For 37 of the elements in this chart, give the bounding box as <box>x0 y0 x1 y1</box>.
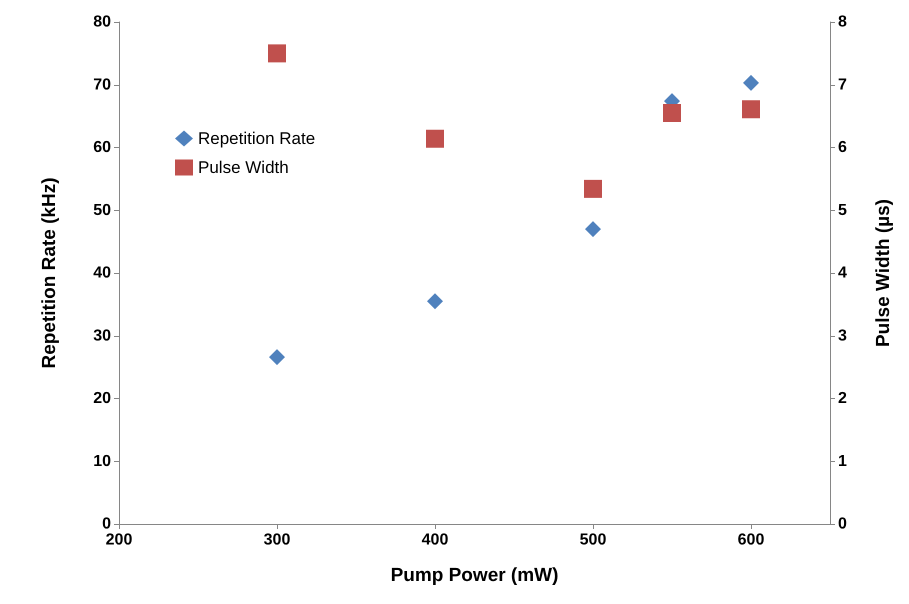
y-tick-label: 20 <box>93 390 112 407</box>
x-tick-label: 300 <box>264 532 290 548</box>
point <box>427 293 443 310</box>
x-tick-label: 500 <box>580 532 606 548</box>
y-tick-label: 0 <box>102 516 112 532</box>
x-tick-label: 600 <box>738 532 764 548</box>
y-tick-label: 50 <box>93 202 112 219</box>
point <box>743 74 759 91</box>
y2-tick-label: 5 <box>838 202 847 219</box>
point <box>663 104 681 122</box>
y2-tick-label: 1 <box>838 452 847 470</box>
x-tick-label: 400 <box>422 532 448 548</box>
y2-tick-label: 7 <box>838 76 847 94</box>
point <box>269 349 285 366</box>
legend-label: Repetition Rate <box>198 129 316 148</box>
y-tick-label: 30 <box>93 327 112 344</box>
point <box>268 44 286 62</box>
x-tick-label: 200 <box>106 532 132 548</box>
y2-tick-label: 4 <box>838 264 847 282</box>
y2-tick-label: 0 <box>838 516 847 532</box>
x-axis-title: Pump Power (mW) <box>390 565 558 586</box>
y-tick-label: 10 <box>93 452 112 470</box>
y2-tick-label: 2 <box>838 390 847 407</box>
y-tick-label: 80 <box>93 14 112 30</box>
legend-label: Pulse Width <box>198 158 289 177</box>
y2-axis-title: Pulse Width (µs) <box>873 198 894 348</box>
point <box>742 100 760 118</box>
point <box>584 180 602 198</box>
point <box>585 221 601 238</box>
y2-tick-label: 6 <box>838 139 847 156</box>
point <box>426 130 444 148</box>
y-tick-label: 40 <box>93 264 112 282</box>
y-axis-title: Repetition Rate (kHz) <box>39 177 60 369</box>
y2-tick-label: 8 <box>838 14 847 30</box>
y2-tick-label: 3 <box>838 327 847 344</box>
y-tick-label: 70 <box>93 76 112 94</box>
y-tick-label: 60 <box>93 139 112 156</box>
